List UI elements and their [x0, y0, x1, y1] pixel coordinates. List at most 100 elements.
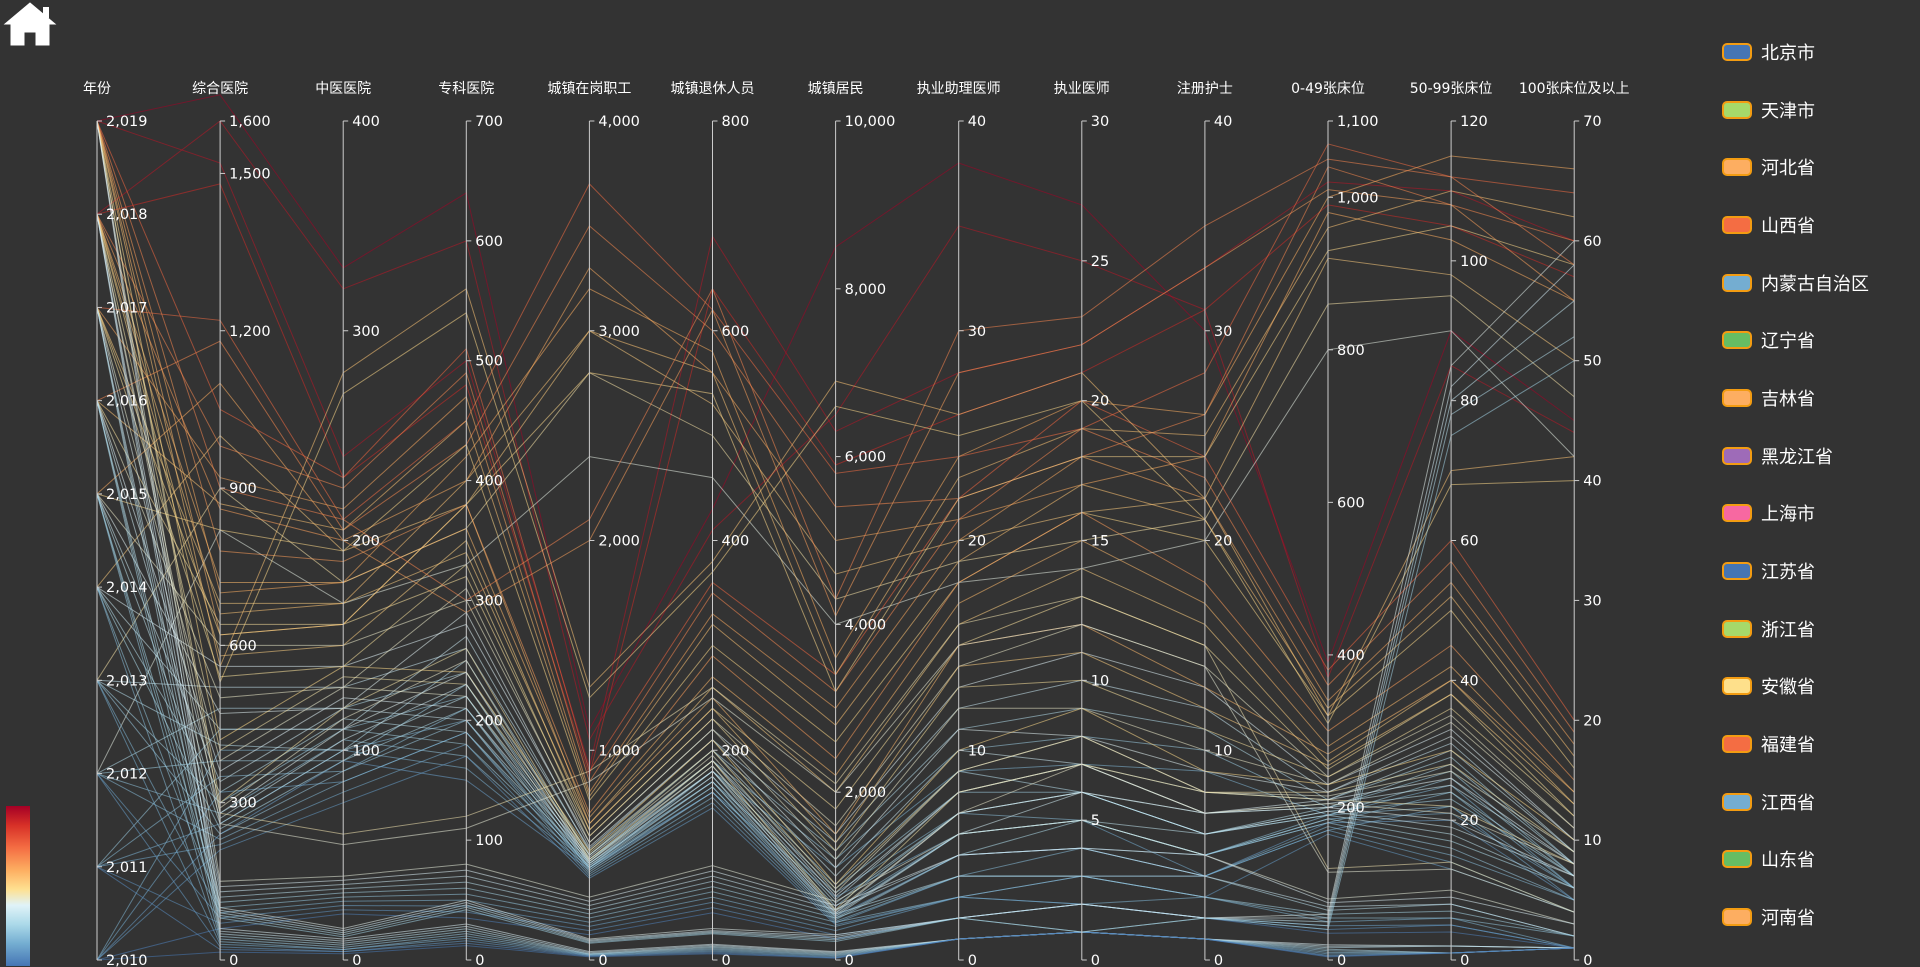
legend-label: 河北省 [1761, 158, 1815, 180]
legend-item[interactable]: 内蒙古自治区 [1722, 254, 1912, 312]
tick-label: 100 [352, 743, 380, 759]
legend-swatch [1722, 331, 1752, 350]
tick-label: 0 [598, 953, 607, 967]
tick-label: 600 [475, 234, 503, 250]
tick-label: 1,200 [229, 324, 271, 340]
legend: 北京市天津市河北省山西省 内蒙古自治区辽宁省吉林省 黑龙江省上海市江苏省浙江省安徽省… [1722, 23, 1912, 946]
visualmap-color-bar[interactable] [6, 806, 30, 966]
legend-swatch [1722, 562, 1752, 581]
tick-label: 40 [968, 114, 986, 130]
tick-label: 600 [229, 638, 257, 654]
tick-label: 20 [1091, 394, 1109, 410]
tick-label: 0 [968, 953, 977, 967]
legend-swatch [1722, 273, 1752, 292]
tick-label: 15 [1091, 534, 1109, 550]
legend-swatch [1722, 735, 1752, 754]
axis-name: 执业助理医师 [917, 81, 1001, 97]
legend-label: 上海市 [1761, 504, 1815, 526]
legend-item[interactable]: 北京市 [1722, 23, 1912, 81]
tick-label: 0 [352, 953, 361, 967]
axis-name: 综合医院 [192, 81, 248, 97]
legend-item[interactable]: 江苏省 [1722, 542, 1912, 600]
legend-swatch [1722, 792, 1752, 811]
legend-item[interactable]: 山西省 [1722, 196, 1912, 254]
legend-item[interactable]: 福建省 [1722, 715, 1912, 773]
legend-item[interactable]: 河北省 [1722, 138, 1912, 196]
tick-label: 0 [1214, 953, 1223, 967]
tick-label: 30 [968, 324, 986, 340]
legend-label: 浙江省 [1761, 619, 1815, 641]
tick-label: 20 [1583, 713, 1601, 729]
legend-label: 河南省 [1761, 908, 1815, 930]
tick-label: 2,000 [598, 534, 640, 550]
tick-label: 2,016 [106, 394, 148, 410]
tick-label: 20 [1460, 813, 1478, 829]
legend-swatch [1722, 850, 1752, 869]
legend-swatch [1722, 908, 1752, 927]
tick-label: 600 [1337, 495, 1365, 511]
legend-label: 江苏省 [1761, 562, 1815, 584]
legend-swatch [1722, 100, 1752, 119]
tick-label: 80 [1460, 394, 1478, 410]
tick-label: 1,000 [598, 743, 640, 759]
legend-swatch [1722, 619, 1752, 638]
tick-label: 2,000 [845, 785, 887, 801]
tick-label: 40 [1460, 673, 1478, 689]
legend-item[interactable]: 上海市 [1722, 485, 1912, 543]
tick-label: 200 [475, 713, 503, 729]
axis-name: 年份 [83, 81, 111, 97]
tick-label: 3,000 [598, 324, 640, 340]
legend-label: 天津市 [1761, 100, 1815, 122]
legend-item[interactable]: 辽宁省 [1722, 311, 1912, 369]
legend-item[interactable]: 天津市 [1722, 81, 1912, 139]
legend-item[interactable]: 安徽省 [1722, 658, 1912, 716]
legend-item[interactable]: 山东省 [1722, 831, 1912, 889]
tick-label: 40 [1214, 114, 1232, 130]
tick-label: 2,017 [106, 300, 148, 316]
tick-label: 1,600 [229, 114, 271, 130]
tick-label: 300 [475, 593, 503, 609]
tick-label: 0 [229, 953, 238, 967]
legend-label: 安徽省 [1761, 677, 1815, 699]
tick-label: 6,000 [845, 450, 887, 466]
legend-label: 福建省 [1761, 735, 1815, 757]
tick-label: 200 [1337, 800, 1365, 816]
tick-label: 2,012 [106, 767, 148, 783]
axis-name: 城镇退休人员 [671, 81, 755, 97]
legend-item[interactable]: 黑龙江省 [1722, 427, 1912, 485]
tick-label: 50 [1583, 354, 1601, 370]
axis-name: 0-49张床位 [1291, 81, 1365, 97]
axis-name: 执业医师 [1054, 81, 1110, 97]
tick-label: 4,000 [845, 617, 887, 633]
tick-label: 600 [722, 324, 750, 340]
legend-item[interactable]: 吉林省 [1722, 369, 1912, 427]
axis-name: 城镇在岗职工 [547, 81, 631, 97]
tick-label: 20 [968, 534, 986, 550]
tick-label: 1,100 [1337, 114, 1379, 130]
legend-swatch [1722, 215, 1752, 234]
tick-label: 200 [722, 743, 750, 759]
tick-label: 8,000 [845, 282, 887, 298]
tick-label: 800 [722, 114, 750, 130]
legend-item[interactable]: 浙江省 [1722, 600, 1912, 658]
legend-swatch [1722, 388, 1752, 407]
tick-label: 2,010 [106, 953, 148, 967]
legend-label: 辽宁省 [1761, 331, 1815, 353]
tick-label: 400 [475, 474, 503, 490]
tick-label: 100 [475, 833, 503, 849]
tick-label: 70 [1583, 114, 1601, 130]
tick-label: 30 [1091, 114, 1109, 130]
tick-label: 300 [352, 324, 380, 340]
axis-name: 100张床位及以上 [1519, 81, 1630, 97]
legend-item[interactable]: 江西省 [1722, 773, 1912, 831]
legend-item[interactable]: 河南省 [1722, 888, 1912, 946]
tick-label: 200 [352, 534, 380, 550]
tick-label: 2,018 [106, 207, 148, 223]
legend-label: 山东省 [1761, 850, 1815, 872]
home-icon[interactable] [2, 0, 58, 48]
tick-label: 60 [1583, 234, 1601, 250]
tick-label: 100 [1460, 254, 1488, 270]
legend-swatch [1722, 158, 1752, 177]
tick-label: 30 [1583, 593, 1601, 609]
